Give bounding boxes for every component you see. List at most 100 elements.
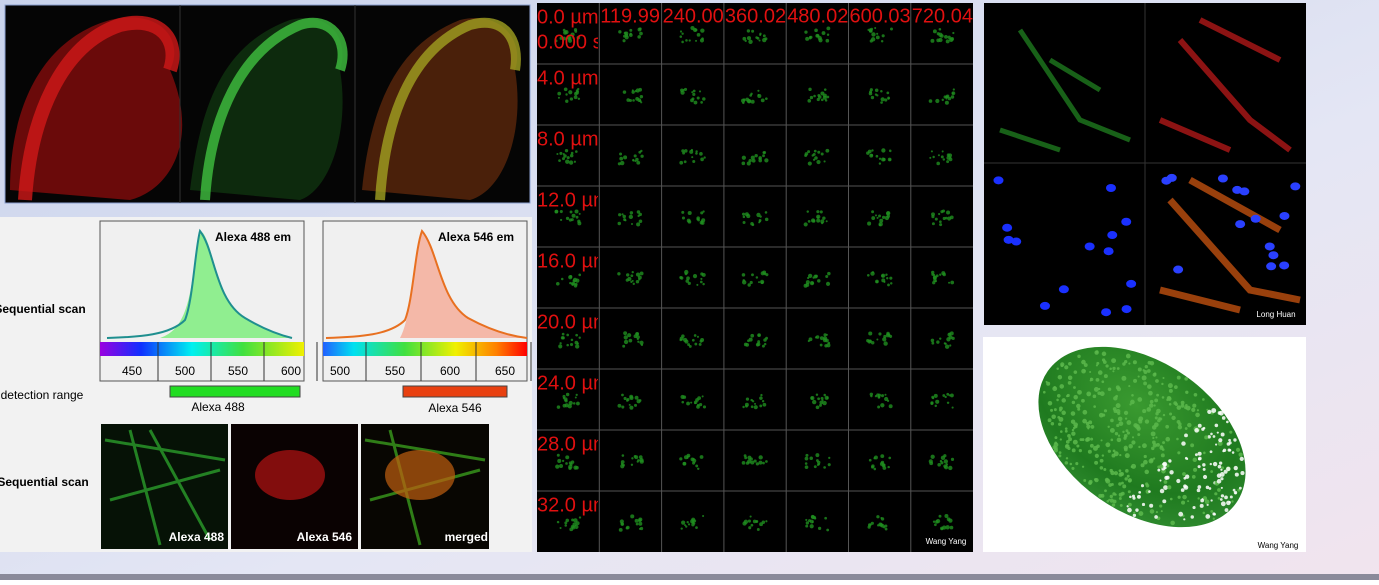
cell-dot bbox=[869, 153, 874, 158]
speckle bbox=[1050, 421, 1055, 426]
cell-dot bbox=[698, 403, 703, 407]
cell-dot bbox=[744, 212, 749, 217]
speckle bbox=[1206, 503, 1209, 506]
cell-dot bbox=[629, 28, 633, 32]
cell-dot bbox=[874, 88, 879, 93]
cell-dot bbox=[940, 155, 944, 159]
speckle bbox=[1053, 446, 1058, 451]
speckle bbox=[1115, 408, 1121, 414]
cell-dot bbox=[876, 216, 879, 219]
cell-dot bbox=[805, 524, 809, 528]
nucleus bbox=[1002, 223, 1013, 232]
cell-dot bbox=[747, 339, 750, 343]
speckle bbox=[1125, 353, 1131, 359]
cell-dot bbox=[741, 212, 746, 216]
speckle bbox=[1218, 438, 1223, 443]
cell-dot bbox=[621, 213, 624, 216]
cell-dot bbox=[758, 39, 761, 42]
cell-dot bbox=[751, 158, 756, 163]
speckle bbox=[1077, 354, 1081, 359]
credit: Wang Yang bbox=[1258, 541, 1299, 550]
speckle bbox=[1064, 427, 1068, 430]
speckle bbox=[1204, 499, 1210, 505]
tick-label: 550 bbox=[385, 364, 405, 378]
speckle bbox=[1123, 410, 1129, 416]
speckle bbox=[1202, 496, 1208, 501]
cell-dot bbox=[746, 36, 752, 41]
cell-dot bbox=[880, 394, 885, 398]
speckle bbox=[1206, 408, 1209, 411]
cell-dot bbox=[560, 336, 565, 340]
cell-dot bbox=[816, 216, 820, 219]
speckle bbox=[1235, 447, 1241, 452]
speckle bbox=[1152, 372, 1157, 377]
cell-dot bbox=[698, 342, 702, 346]
cell-dot bbox=[573, 95, 578, 100]
speckle bbox=[1122, 484, 1127, 489]
cell-dot bbox=[696, 218, 699, 221]
cell-dot bbox=[886, 210, 891, 216]
cell-dot bbox=[758, 281, 761, 284]
cell-dot bbox=[869, 39, 873, 43]
cell-dot bbox=[576, 35, 581, 40]
cell-dot bbox=[811, 515, 815, 520]
time-label: 360.02 bbox=[725, 5, 786, 27]
speckle bbox=[1058, 416, 1064, 422]
speckle bbox=[1219, 498, 1223, 501]
cell-dot bbox=[946, 392, 950, 396]
cell-dot bbox=[817, 36, 822, 41]
depth-label: 16.0 µm bbox=[537, 250, 610, 272]
speckle bbox=[1083, 369, 1086, 372]
cell-dot bbox=[948, 157, 953, 162]
cell-dot bbox=[876, 94, 879, 97]
cell-dot bbox=[876, 338, 879, 341]
cell-dot bbox=[743, 454, 747, 458]
cell-dot bbox=[948, 332, 951, 335]
spectrum-label: Alexa 488 em bbox=[215, 230, 291, 244]
speckle bbox=[1187, 422, 1192, 428]
cell-dot bbox=[688, 344, 692, 348]
cell-dot bbox=[764, 37, 768, 41]
cell-dot bbox=[629, 211, 634, 215]
speckle bbox=[1149, 458, 1154, 463]
cell-dot bbox=[562, 36, 566, 41]
speckle bbox=[1072, 439, 1078, 445]
speckle bbox=[1133, 511, 1136, 514]
speckle bbox=[1073, 422, 1078, 427]
speckle bbox=[1070, 411, 1076, 416]
cell-dot bbox=[690, 148, 694, 152]
cell-dot bbox=[881, 148, 886, 153]
cell-dot bbox=[684, 269, 689, 275]
cell-dot bbox=[942, 158, 946, 161]
cell-dot bbox=[939, 459, 943, 463]
cell-dot bbox=[692, 159, 696, 163]
cell-dot bbox=[933, 275, 937, 280]
cell-dot bbox=[638, 219, 643, 224]
nucleus bbox=[1084, 242, 1095, 251]
speckle bbox=[1170, 520, 1175, 526]
speckle bbox=[1075, 462, 1079, 466]
cell-dot bbox=[811, 154, 814, 157]
speckle bbox=[1202, 474, 1208, 480]
speckle bbox=[1131, 494, 1136, 498]
cell-dot bbox=[571, 518, 575, 522]
cell-dot bbox=[879, 218, 884, 223]
cell-dot bbox=[880, 460, 885, 465]
cell-dot bbox=[826, 95, 830, 99]
cell-dot bbox=[569, 153, 574, 158]
cell-dot bbox=[680, 527, 683, 530]
cell-dot bbox=[804, 465, 809, 469]
speckle bbox=[1215, 443, 1218, 446]
speckle bbox=[1231, 451, 1235, 454]
cell-dot bbox=[622, 39, 626, 43]
cell-dot bbox=[554, 209, 559, 214]
speckle bbox=[1119, 503, 1123, 507]
speckle bbox=[1067, 375, 1073, 380]
cell-dot bbox=[930, 338, 935, 343]
cell-dot bbox=[759, 404, 763, 408]
cell-dot bbox=[578, 336, 581, 339]
cell-dot bbox=[690, 25, 695, 31]
cell-dot bbox=[940, 210, 944, 214]
cell-dot bbox=[571, 213, 576, 218]
cell-dot bbox=[760, 393, 763, 397]
